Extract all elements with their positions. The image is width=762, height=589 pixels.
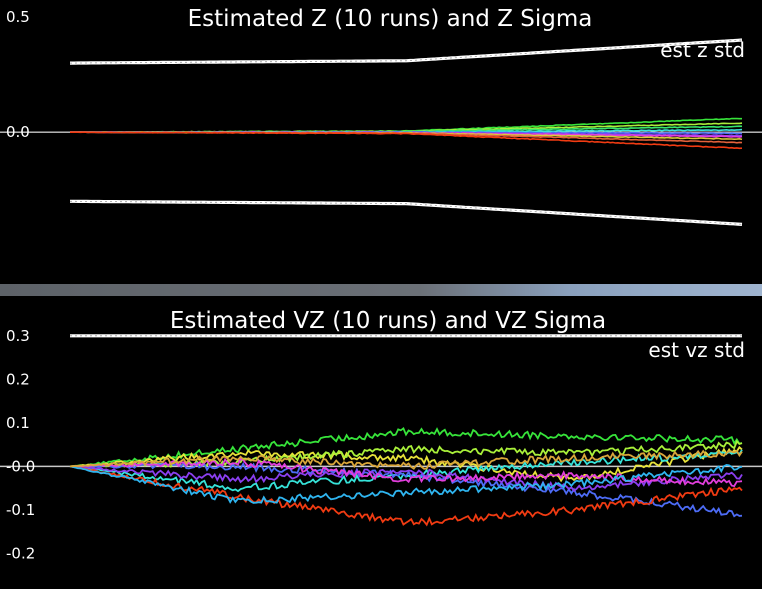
plot-splitter[interactable] — [0, 284, 762, 296]
run-series-line — [69, 465, 743, 492]
y-tick-label: 0.0 — [6, 123, 30, 141]
chart-title: Estimated Z (10 runs) and Z Sigma — [188, 6, 593, 32]
y-tick-label: -0.0 — [6, 457, 35, 475]
vz-plot: 0.30.20.1-0.0-0.1-0.2-0.3Estimated VZ (1… — [0, 308, 762, 589]
sigma-lower-line-texture — [70, 200, 743, 225]
sigma-upper-line-texture — [70, 39, 743, 64]
run-series-line — [69, 449, 743, 470]
chart-title: Estimated VZ (10 runs) and VZ Sigma — [170, 308, 606, 334]
y-tick-label: 0.3 — [6, 327, 30, 345]
vz-plot-panel: 0.30.20.1-0.0-0.1-0.2-0.3Estimated VZ (1… — [0, 296, 762, 589]
run-series-line — [70, 131, 743, 150]
sigma-lower-line — [70, 199, 743, 226]
y-tick-label: 0.2 — [6, 370, 30, 388]
run-series-line — [69, 463, 743, 504]
y-tick-label: -0.2 — [6, 544, 35, 562]
y-tick-label: 0.1 — [6, 414, 30, 432]
run-series-line — [70, 461, 743, 518]
legend-entry: est vz std — [648, 338, 745, 362]
z-plot-panel: 0.5 0.0 Estimated Z (10 runs) and Z Sigma e… — [0, 0, 762, 284]
y-tick-label: -0.1 — [6, 501, 35, 519]
run-series-line — [69, 445, 743, 483]
z-plot: 0.5 0.0 Estimated Z (10 runs) and Z Sigma e… — [0, 6, 762, 226]
legend-entry: est z std — [660, 38, 745, 62]
sigma-upper-line — [70, 38, 743, 65]
y-tick-label: 0.5 — [6, 8, 30, 26]
